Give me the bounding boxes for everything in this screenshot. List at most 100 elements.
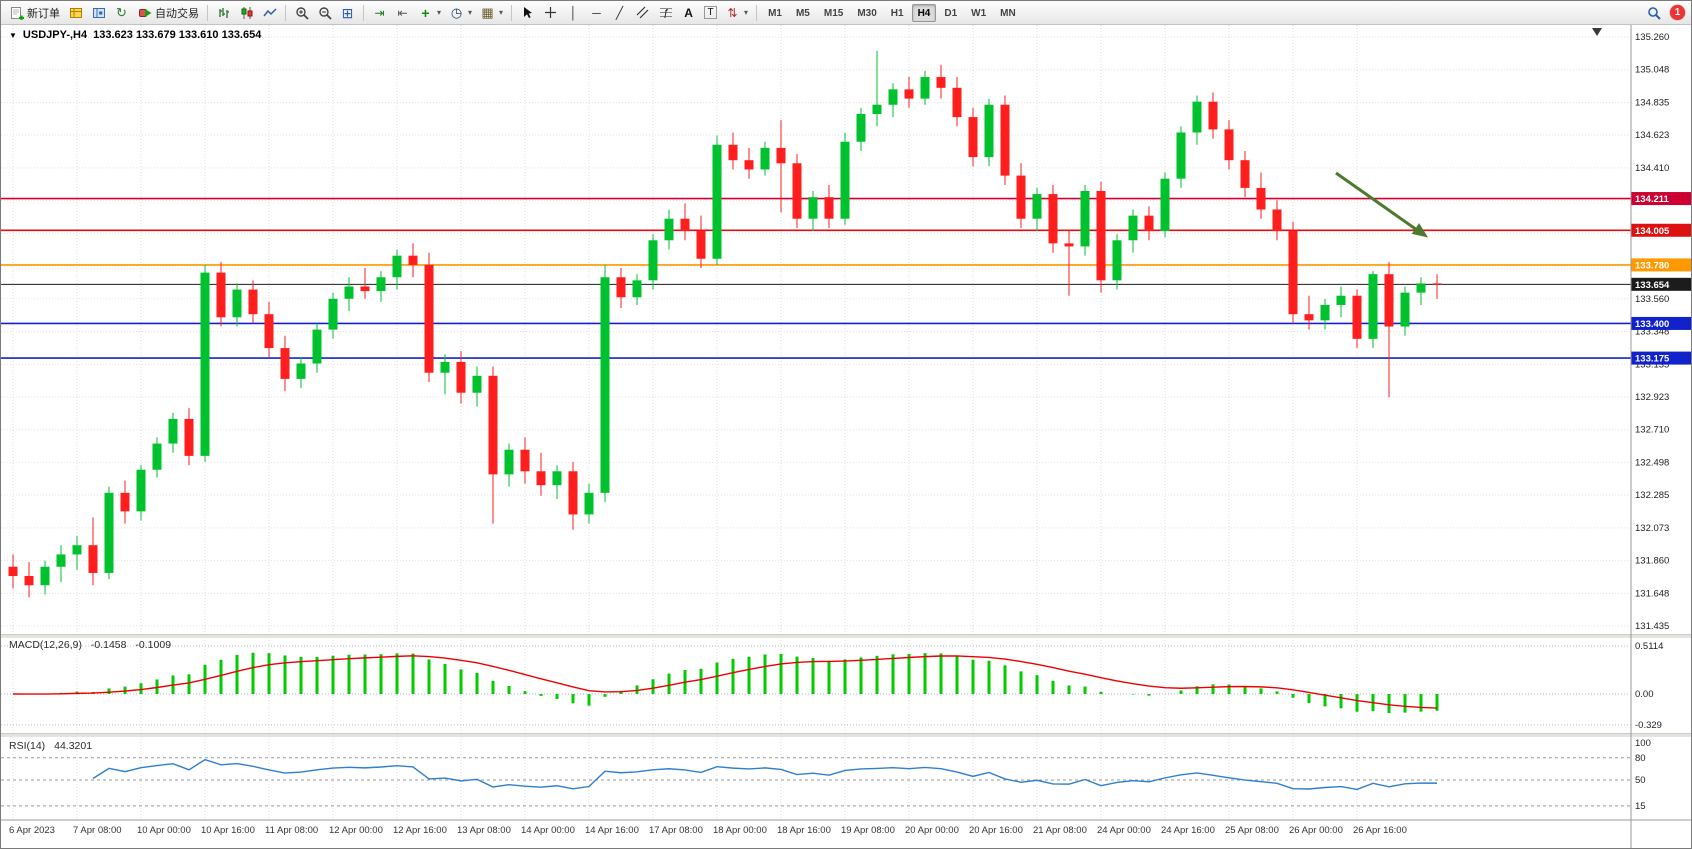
candle-body <box>152 443 162 470</box>
chart-shift-button[interactable]: ⇤ <box>391 3 414 23</box>
fibonacci-tool-button[interactable]: ƒ <box>654 3 677 23</box>
time-axis-label: 12 Apr 00:00 <box>329 825 383 836</box>
trendline-tool-button[interactable]: ╱ <box>608 3 631 23</box>
navigator-button[interactable] <box>87 3 110 23</box>
auto-scroll-button[interactable]: ⇥ <box>368 3 391 23</box>
timeframe-button-w1[interactable]: W1 <box>971 7 987 19</box>
line-chart-button[interactable] <box>258 3 281 23</box>
candle-body <box>408 255 418 265</box>
price-level-badge <box>1631 351 1691 365</box>
text-tool-button[interactable]: A <box>677 3 700 23</box>
notification-badge[interactable]: 1 <box>1670 5 1685 20</box>
candle-body <box>88 545 98 573</box>
zoom-out-button[interactable] <box>313 3 336 23</box>
vertical-line-tool-button[interactable]: │ <box>562 3 585 23</box>
candle-body <box>1320 304 1330 321</box>
time-axis-label: 25 Apr 08:00 <box>1225 825 1279 836</box>
candle-body <box>168 418 178 444</box>
time-axis-label: 10 Apr 16:00 <box>201 825 255 836</box>
candle-body <box>936 77 946 88</box>
time-axis-label: 18 Apr 00:00 <box>713 825 767 836</box>
horizontal-line-tool-button[interactable]: ─ <box>585 3 608 23</box>
candle-body <box>840 141 850 219</box>
channel-icon <box>635 5 650 20</box>
price-axis-label: 132.923 <box>1635 392 1669 403</box>
new-order-button[interactable]: 新订单 <box>5 3 64 23</box>
price-axis-label: 134.623 <box>1635 130 1669 141</box>
candle-body <box>1288 231 1298 315</box>
periods-button[interactable]: ◷ ▾ <box>445 3 476 23</box>
toolbar-separator <box>207 4 208 21</box>
rsi-scale-label: 50 <box>1635 775 1646 786</box>
rsi-scale-label: 100 <box>1635 738 1651 749</box>
price-axis-label: 132.710 <box>1635 425 1669 436</box>
zoom-out-icon <box>317 5 332 20</box>
time-axis-label: 12 Apr 16:00 <box>393 825 447 836</box>
price-level-badge-text: 134.211 <box>1635 194 1670 205</box>
price-axis-label: 132.073 <box>1635 523 1669 534</box>
chart-shift-marker[interactable] <box>1592 28 1602 36</box>
search-button[interactable] <box>1642 3 1665 23</box>
trend-arrow-head[interactable] <box>1411 223 1429 238</box>
pane-divider-grip[interactable] <box>1 635 1692 638</box>
timeframe-button-h1[interactable]: H1 <box>890 7 904 19</box>
candle-body <box>728 144 738 161</box>
price-axis-label: 132.285 <box>1635 490 1669 501</box>
price-axis-label: 133.560 <box>1635 294 1669 305</box>
auto-trading-label: 自动交易 <box>155 7 199 20</box>
line-chart-icon <box>262 5 277 20</box>
candle-body <box>680 218 690 232</box>
timeframe-button-d1[interactable]: D1 <box>944 7 958 19</box>
timeframe-button-m15[interactable]: M15 <box>823 7 844 19</box>
price-level-badge-text: 133.400 <box>1635 319 1669 330</box>
indicators-button[interactable]: + ▾ <box>414 3 445 23</box>
candle-body <box>1336 295 1346 305</box>
pane-divider-grip[interactable] <box>1 734 1692 737</box>
chevron-down-icon: ▾ <box>437 8 442 17</box>
candle-body <box>312 329 322 364</box>
candlestick-chart-icon <box>239 5 254 20</box>
tile-windows-button[interactable]: ⊞ <box>336 3 359 23</box>
candle-body <box>872 104 882 114</box>
templates-button[interactable]: ▦ ▾ <box>476 3 507 23</box>
arrows-tool-button[interactable]: ⇅ ▾ <box>721 3 752 23</box>
cursor-tool-button[interactable] <box>516 3 539 23</box>
auto-trading-button[interactable]: 自动交易 <box>133 3 203 23</box>
one-click-trading-toggle[interactable]: ▼ <box>9 31 17 40</box>
timeframe-button-m30[interactable]: M30 <box>857 7 877 19</box>
timeframe-button-h4[interactable]: H4 <box>911 4 937 23</box>
candle-body <box>344 286 354 299</box>
timeframe-button-m5[interactable]: M5 <box>795 7 810 19</box>
timeframe-button-mn[interactable]: MN <box>1000 7 1016 19</box>
price-axis-label: 134.410 <box>1635 163 1669 174</box>
toolbar-separator <box>756 4 758 21</box>
label-icon: T <box>704 6 718 19</box>
candlestick-chart-button[interactable] <box>235 3 258 23</box>
refresh-button[interactable]: ↻ <box>110 3 133 23</box>
trend-arrow[interactable] <box>1335 171 1418 232</box>
symbol-info-bar: ▼ USDJPY-,H4 133.623 133.679 133.610 133… <box>9 29 261 41</box>
candle-body <box>40 566 50 586</box>
price-axis-label: 135.260 <box>1635 32 1669 43</box>
market-watch-button[interactable] <box>64 3 87 23</box>
label-tool-button[interactable]: T <box>700 3 721 23</box>
candle-body <box>824 197 834 219</box>
candle-body <box>472 375 482 393</box>
time-axis-label: 7 Apr 08:00 <box>73 825 122 836</box>
current-price-badge <box>1631 277 1691 291</box>
rsi-indicator-label: RSI(14) 44.3201 <box>9 740 92 752</box>
candle-body <box>440 361 450 373</box>
crosshair-tool-button[interactable] <box>539 3 562 23</box>
candle-body <box>392 255 402 278</box>
time-axis-label: 21 Apr 08:00 <box>1033 825 1087 836</box>
candle-body <box>1400 292 1410 327</box>
candle-body <box>136 469 146 512</box>
zoom-in-button[interactable] <box>290 3 313 23</box>
candle-body <box>24 576 34 586</box>
candle-body <box>120 492 130 512</box>
price-level-badge-text: 133.175 <box>1635 354 1670 365</box>
bar-chart-button[interactable] <box>212 3 235 23</box>
timeframe-button-m1[interactable]: M1 <box>768 7 782 19</box>
channel-tool-button[interactable] <box>631 3 654 23</box>
